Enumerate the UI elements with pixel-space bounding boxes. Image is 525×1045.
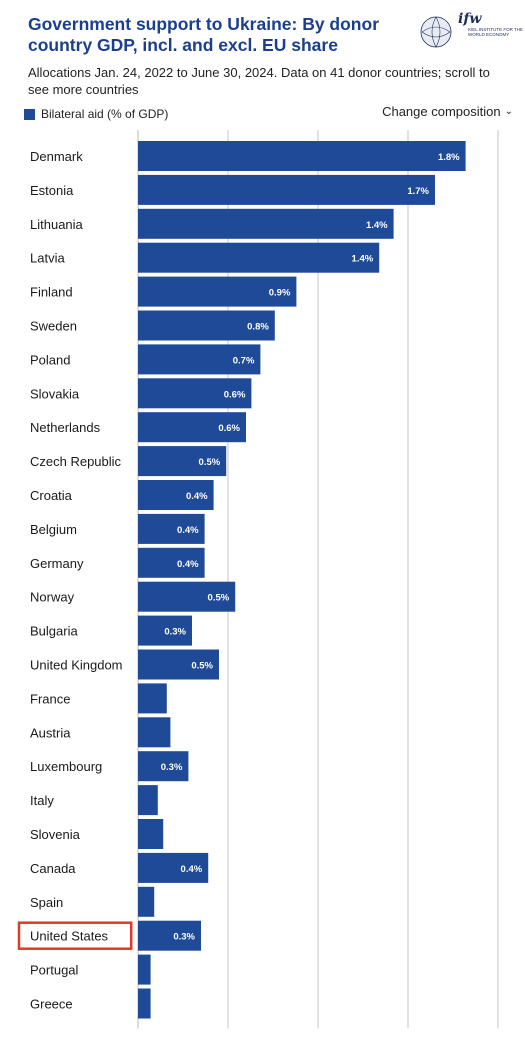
bar — [138, 446, 227, 477]
bar — [138, 581, 236, 612]
highlight-box — [17, 921, 133, 950]
category-label: Sweden — [30, 319, 77, 334]
bar — [138, 412, 246, 443]
bar — [138, 717, 171, 748]
bar — [138, 649, 219, 680]
category-label: Germany — [30, 556, 84, 571]
legend-label: Bilateral aid (% of GDP) — [41, 107, 169, 121]
category-label: Luxembourg — [30, 759, 102, 774]
logo-wordmark: ifw — [458, 11, 482, 27]
category-label: Lithuania — [30, 217, 84, 232]
category-label: Denmark — [30, 149, 83, 164]
category-label: Greece — [30, 997, 73, 1012]
data-label: 0.3% — [164, 627, 186, 638]
bar — [138, 751, 189, 782]
category-label: United States — [30, 929, 109, 944]
category-label: Portugal — [30, 963, 79, 978]
data-label: 1.4% — [366, 220, 388, 231]
logo-subtext: Kiel Institute for the World Economy — [468, 27, 524, 37]
bar — [138, 513, 205, 544]
data-label: 1.4% — [352, 254, 374, 265]
data-label: 0.4% — [177, 559, 199, 570]
bar — [138, 920, 201, 951]
category-label: Bulgaria — [30, 624, 78, 639]
data-label: 1.8% — [438, 152, 460, 163]
category-label: Croatia — [30, 488, 73, 503]
bar — [138, 954, 151, 985]
data-label: 0.7% — [233, 355, 255, 366]
category-label: Spain — [30, 895, 63, 910]
bar — [138, 378, 252, 409]
data-label: 0.5% — [208, 593, 230, 604]
category-label: Norway — [30, 590, 75, 605]
category-label: Poland — [30, 352, 70, 367]
ifw-logo-globe-icon — [420, 16, 452, 48]
category-label: Austria — [30, 725, 71, 740]
bar — [138, 310, 275, 341]
data-label: 0.6% — [224, 389, 246, 400]
data-label: 0.9% — [269, 288, 291, 299]
data-label: 0.5% — [191, 661, 213, 672]
change-composition-dropdown[interactable]: Change composition ⌄ — [382, 104, 513, 119]
bar — [138, 174, 435, 205]
category-label: Latvia — [30, 251, 65, 266]
bar — [138, 547, 205, 578]
category-label: Czech Republic — [30, 454, 122, 469]
category-label: France — [30, 691, 70, 706]
bar — [138, 276, 297, 307]
data-label: 0.3% — [173, 932, 195, 943]
data-label: 0.6% — [218, 423, 240, 434]
data-label: 0.3% — [161, 762, 183, 773]
bar — [138, 852, 209, 883]
category-label: Belgium — [30, 522, 77, 537]
bar — [138, 208, 394, 239]
change-composition-label: Change composition — [382, 104, 501, 119]
data-label: 0.4% — [177, 525, 199, 536]
bar — [138, 988, 151, 1019]
legend-swatch — [24, 108, 35, 120]
category-label: Slovakia — [30, 386, 80, 401]
data-label: 0.8% — [247, 322, 269, 333]
bar — [138, 242, 380, 273]
bar — [138, 141, 466, 171]
bar — [138, 344, 261, 375]
category-label: Italy — [30, 793, 54, 808]
chart-subtitle: Allocations Jan. 24, 2022 to June 30, 20… — [28, 65, 490, 97]
legend: Bilateral aid (% of GDP) — [24, 106, 168, 122]
data-label: 0.4% — [186, 491, 208, 502]
bar — [138, 683, 167, 714]
bar — [138, 480, 214, 510]
bar — [138, 886, 155, 917]
data-label: 0.4% — [181, 864, 203, 875]
bar — [138, 785, 158, 816]
category-label: Netherlands — [30, 420, 101, 435]
data-label: 1.7% — [407, 186, 429, 197]
category-label: Canada — [30, 861, 76, 876]
category-label: United Kingdom — [30, 658, 123, 673]
category-label: Finland — [30, 285, 73, 300]
data-label: 0.5% — [199, 457, 221, 468]
category-label: Estonia — [30, 183, 74, 198]
chart-title: Government support to Ukraine: By donor … — [28, 14, 379, 55]
bar — [138, 819, 164, 849]
chevron-down-icon: ⌄ — [504, 106, 513, 117]
category-label: Slovenia — [30, 827, 81, 842]
bar-chart: Denmark 1.8% Estonia 1.7% Lithuania 1.4% Latvi… — [17, 130, 499, 1029]
bar — [138, 615, 192, 646]
